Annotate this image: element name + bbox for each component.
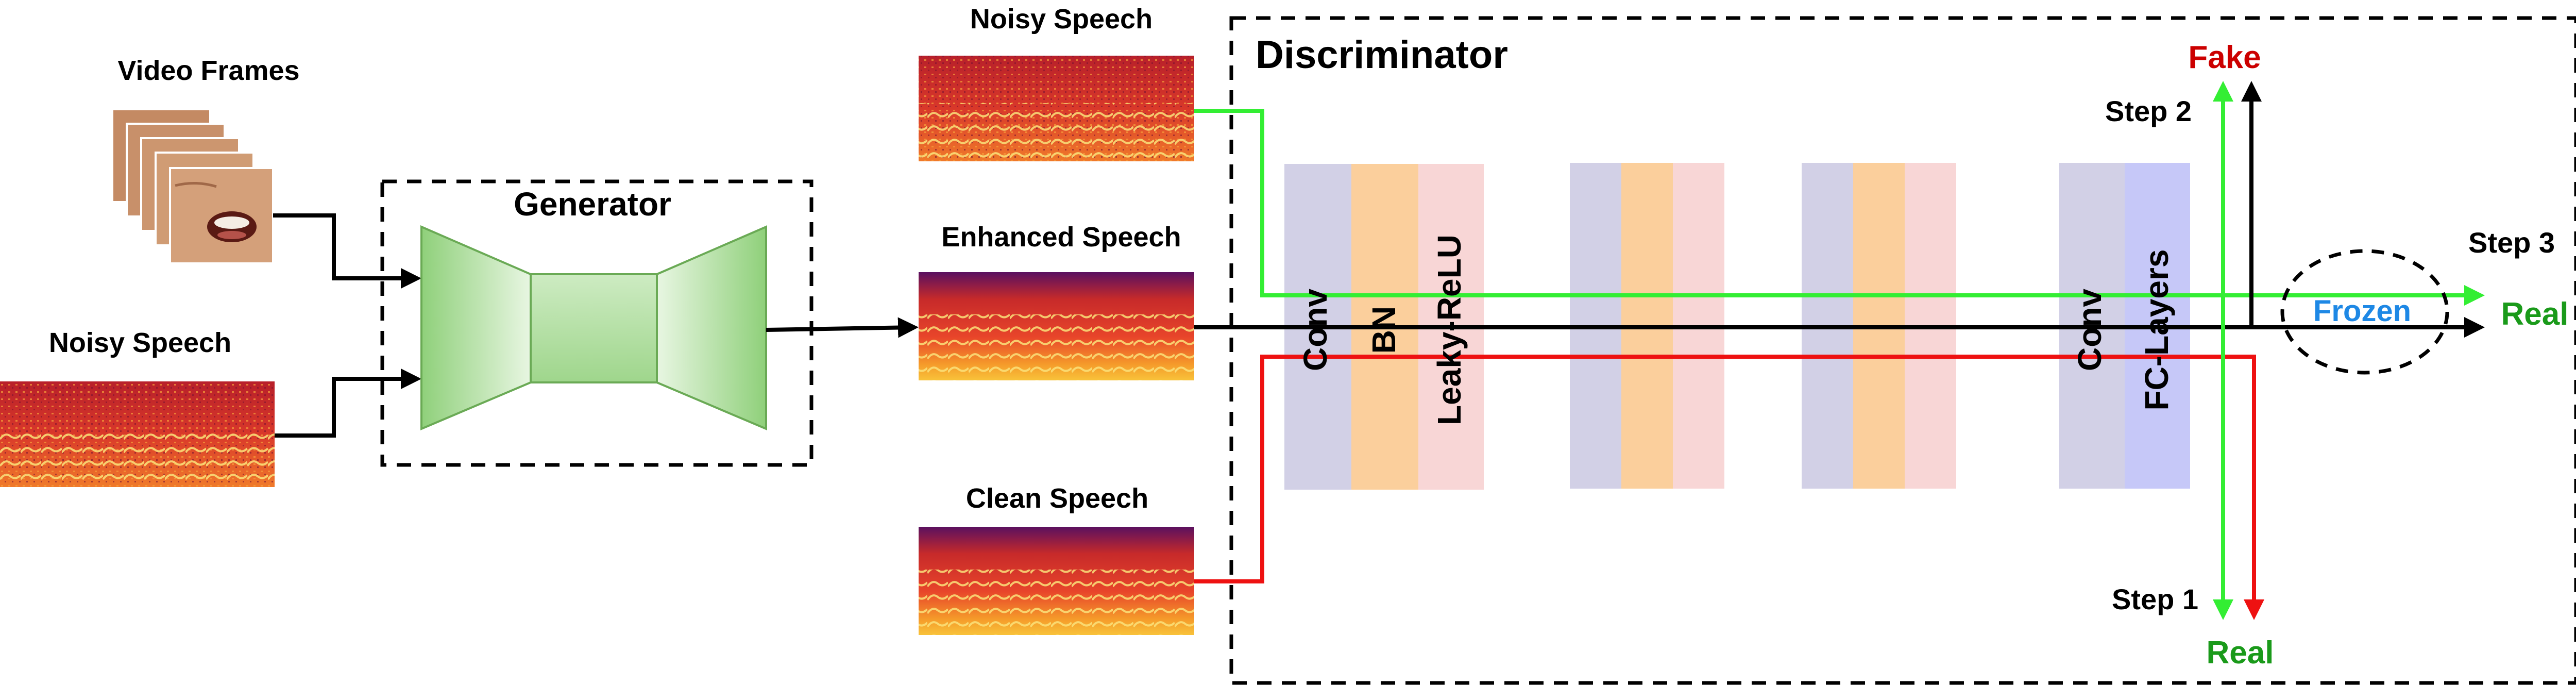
noisy-to-real-green-path xyxy=(1194,109,2485,306)
real-bottom-label: Real xyxy=(2207,635,2274,671)
noisy-speech-input-label: Noisy Speech xyxy=(49,327,231,358)
clean-to-real-red-path xyxy=(1194,355,2264,620)
leaky-relu-layer-label: Leaky-ReLU xyxy=(1431,235,1468,425)
step1-label: Step 1 xyxy=(2112,583,2198,615)
generator-network-shape xyxy=(420,225,767,431)
conv-layer-label: Conv xyxy=(1297,289,1334,371)
discriminator-label: Discriminator xyxy=(1256,33,1508,77)
face-frames-icon xyxy=(111,108,274,264)
frozen-ellipse xyxy=(2280,249,2449,375)
enhanced-speech-label: Enhanced Speech xyxy=(941,222,1181,253)
bn-layer-label: BN xyxy=(1365,306,1402,354)
video-to-generator-arrow xyxy=(273,213,421,289)
noisy-speech-disc-spectrogram-icon xyxy=(919,56,1194,161)
discriminator-box xyxy=(1229,16,2576,685)
generator-to-enhanced-arrow xyxy=(766,317,919,338)
frozen-label: Frozen xyxy=(2313,294,2411,328)
video-frames-label: Video Frames xyxy=(117,55,299,86)
step2-label: Step 2 xyxy=(2105,95,2192,127)
noisy-speech-disc-label: Noisy Speech xyxy=(970,4,1153,35)
real-top-label: Real xyxy=(2501,296,2569,332)
fake-label: Fake xyxy=(2188,40,2261,75)
clean-speech-spectrogram-icon xyxy=(919,527,1194,635)
conv-final-layer-label: Conv xyxy=(2071,289,2108,371)
clean-speech-label: Clean Speech xyxy=(966,483,1148,514)
fc-layers-label: FC-Layers xyxy=(2138,249,2175,411)
generator-label: Generator xyxy=(514,186,671,223)
noisy-speech-input-spectrogram-icon xyxy=(0,381,275,487)
enhanced-speech-spectrogram-icon xyxy=(919,272,1194,380)
generator-box xyxy=(380,179,814,467)
step3-label: Step 3 xyxy=(2468,226,2555,259)
speech-to-generator-arrow xyxy=(275,369,421,438)
